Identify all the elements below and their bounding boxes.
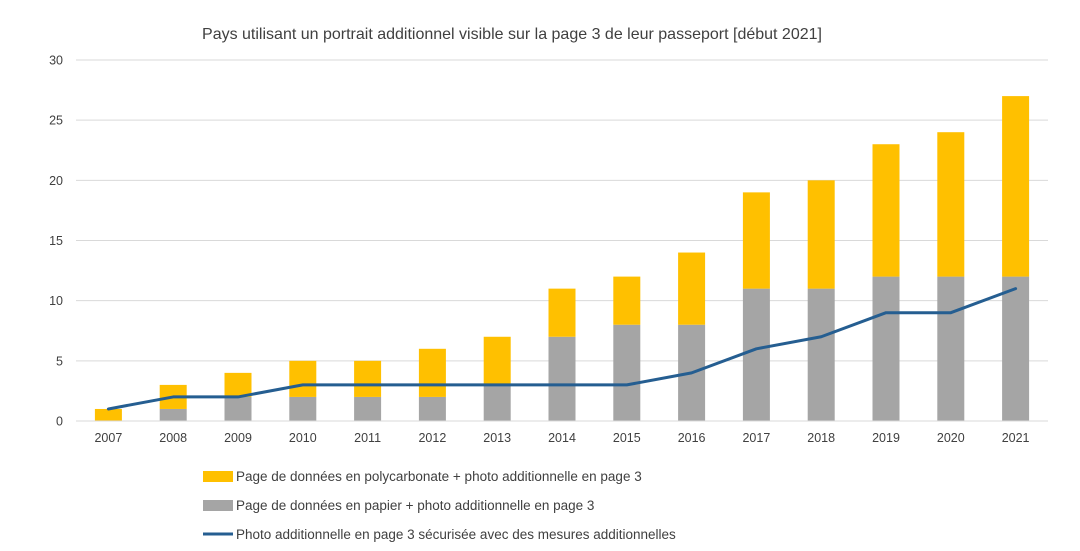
bar-0-2012 <box>418 396 446 421</box>
bar-0-2009 <box>224 396 252 421</box>
y-tick-label: 20 <box>49 174 63 188</box>
x-tick-label: 2012 <box>418 431 446 445</box>
bar-0-2020 <box>937 276 965 421</box>
bars <box>94 96 1030 421</box>
x-tick-label: 2015 <box>613 431 641 445</box>
chart-title: Pays utilisant un portrait additionnel v… <box>202 26 822 43</box>
y-tick-label: 25 <box>49 114 63 128</box>
bar-0-2008 <box>159 408 187 421</box>
y-tick-label: 30 <box>49 54 63 68</box>
y-axis-ticks: 0 5 10 15 20 25 30 <box>49 54 63 429</box>
x-tick-label: 2019 <box>872 431 900 445</box>
bar-0-2013 <box>483 384 511 421</box>
bar-0-2015 <box>613 324 641 421</box>
legend-swatch <box>203 471 233 482</box>
x-tick-label: 2021 <box>1002 431 1030 445</box>
bar-0-2017 <box>742 288 770 421</box>
bar-1-2013 <box>483 336 511 385</box>
x-tick-label: 2011 <box>354 431 381 445</box>
legend-label: Photo additionnelle en page 3 sécurisée … <box>236 527 676 542</box>
bar-1-2011 <box>354 360 382 397</box>
bar-1-2015 <box>613 276 641 325</box>
bar-1-2020 <box>937 132 965 277</box>
bar-1-2007 <box>94 408 122 421</box>
x-tick-label: 2020 <box>937 431 965 445</box>
bar-1-2010 <box>289 360 317 397</box>
bar-0-2021 <box>1002 276 1030 421</box>
bar-1-2012 <box>418 348 446 397</box>
y-tick-label: 5 <box>56 354 63 368</box>
x-tick-label: 2008 <box>159 431 187 445</box>
bar-1-2021 <box>1002 96 1030 277</box>
legend-label: Page de données en polycarbonate + photo… <box>236 469 642 484</box>
bar-1-2016 <box>678 252 706 325</box>
y-tick-label: 15 <box>49 234 63 248</box>
legend: Page de données en polycarbonate + photo… <box>203 469 676 542</box>
bar-0-2019 <box>872 276 900 421</box>
line-series <box>106 287 1018 411</box>
x-tick-label: 2013 <box>483 431 511 445</box>
bar-1-2017 <box>742 192 770 289</box>
x-tick-label: 2018 <box>807 431 835 445</box>
legend-swatch <box>203 500 233 511</box>
x-tick-label: 2009 <box>224 431 252 445</box>
bar-1-2019 <box>872 144 900 277</box>
bar-1-2018 <box>807 180 835 289</box>
bar-1-2014 <box>548 288 576 337</box>
legend-label: Page de données en papier + photo additi… <box>236 498 594 513</box>
bar-0-2014 <box>548 336 576 421</box>
bar-0-2011 <box>354 396 382 421</box>
x-tick-label: 2007 <box>94 431 122 445</box>
bar-1-2009 <box>224 372 252 397</box>
y-tick-label: 0 <box>56 415 63 429</box>
bar-0-2010 <box>289 396 317 421</box>
x-tick-label: 2014 <box>548 431 576 445</box>
y-tick-label: 10 <box>49 294 63 308</box>
x-tick-label: 2016 <box>678 431 706 445</box>
x-axis-ticks: 2007 2008 2009 2010 2011 2012 2013 2014 2015 2016… <box>94 431 1029 445</box>
line-series-2 <box>106 287 1018 411</box>
x-tick-label: 2010 <box>289 431 317 445</box>
x-tick-label: 2017 <box>742 431 770 445</box>
bar-0-2018 <box>807 288 835 421</box>
